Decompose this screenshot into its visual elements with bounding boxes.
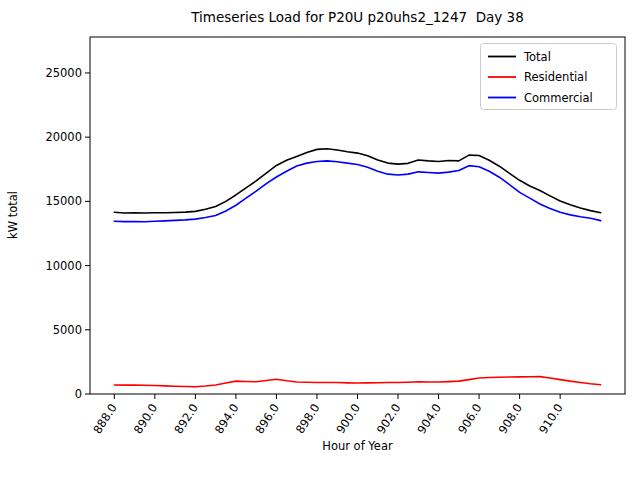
data-series-lines <box>114 149 600 387</box>
y-axis-label: kW total <box>6 191 20 239</box>
x-tick-label: 890.0 <box>131 401 161 436</box>
x-tick-label: 902.0 <box>374 401 404 436</box>
x-tick-label: 894.0 <box>212 401 242 436</box>
y-tick-label: 10000 <box>45 259 82 273</box>
y-axis-ticks: 0 5000 10000 15000 20000 25000 <box>45 66 90 401</box>
legend-label-total: Total <box>523 50 551 64</box>
figure-canvas: Timeseries Load for P20U p20uhs2_1247 Da… <box>0 0 640 480</box>
legend-label-residential: Residential <box>524 70 587 84</box>
x-tick-label: 906.0 <box>455 401 485 436</box>
y-tick-label: 20000 <box>45 130 82 144</box>
timeseries-chart: Timeseries Load for P20U p20uhs2_1247 Da… <box>0 0 640 480</box>
x-tick-label: 900.0 <box>333 401 363 436</box>
legend: Total Residential Commercial <box>481 44 617 110</box>
series-line-total <box>114 149 600 213</box>
legend-label-commercial: Commercial <box>524 91 593 105</box>
x-tick-label: 888.0 <box>90 401 120 436</box>
y-tick-label: 25000 <box>45 66 82 80</box>
chart-title: Timeseries Load for P20U p20uhs2_1247 Da… <box>190 9 524 25</box>
y-tick-label: 0 <box>75 387 82 401</box>
x-axis-ticks: 888.0 890.0 892.0 894.0 896.0 898.0 900.0 902.0… <box>90 394 566 436</box>
x-tick-label: 892.0 <box>171 401 201 436</box>
y-tick-label: 5000 <box>53 323 82 337</box>
x-tick-label: 908.0 <box>495 401 525 436</box>
x-tick-label: 898.0 <box>293 401 323 436</box>
x-tick-label: 910.0 <box>536 401 566 436</box>
x-tick-label: 896.0 <box>252 401 282 436</box>
x-tick-label: 904.0 <box>414 401 444 436</box>
x-axis-label: Hour of Year <box>322 439 393 453</box>
y-tick-label: 15000 <box>45 194 82 208</box>
series-line-residential <box>114 377 600 387</box>
